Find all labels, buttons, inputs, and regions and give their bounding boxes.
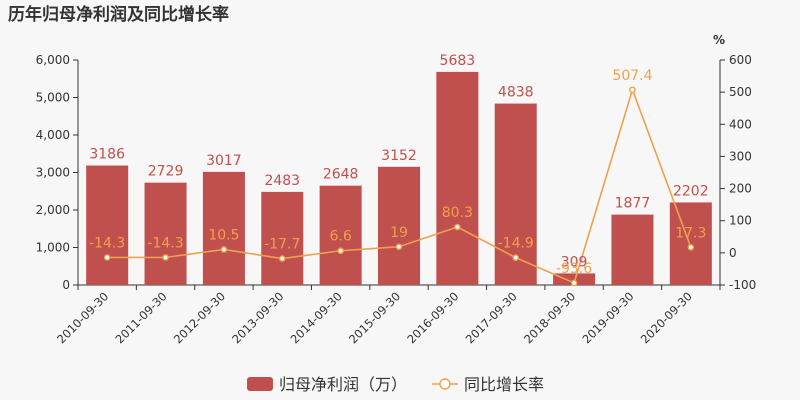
y-left-tick-label: 2,000 xyxy=(36,203,70,217)
line-value-label: 6.6 xyxy=(330,229,352,245)
growth-point xyxy=(395,243,403,251)
y-right-unit: % xyxy=(713,33,725,47)
line-value-label: -17.7 xyxy=(264,237,300,253)
y-right-tick-label: 500 xyxy=(729,85,752,99)
growth-point xyxy=(162,254,169,261)
y-left-tick-label: 0 xyxy=(62,278,70,292)
growth-point xyxy=(220,246,228,253)
line-value-label: -14.9 xyxy=(498,236,534,252)
line-value-label: 19 xyxy=(390,225,408,241)
line-value-label: -14.3 xyxy=(147,235,183,251)
growth-point xyxy=(570,279,578,287)
y-right-tick-label: 300 xyxy=(729,149,752,163)
bar xyxy=(436,71,479,285)
growth-point xyxy=(687,243,695,251)
bar xyxy=(86,165,129,285)
bar-value-label: 2483 xyxy=(264,173,300,189)
growth-point xyxy=(103,254,111,261)
x-tick-label: 2017-09-30 xyxy=(463,289,520,346)
y-right-tick-label: -100 xyxy=(729,278,756,292)
bar-value-label: 2729 xyxy=(148,164,184,180)
x-tick-label: 2015-09-30 xyxy=(346,289,403,346)
bar xyxy=(202,171,245,285)
line-value-label: 17.3 xyxy=(675,225,706,241)
growth-point xyxy=(512,254,520,261)
bar-value-label: 4838 xyxy=(498,85,534,101)
chart-title: 历年归母净利润及同比增长率 xyxy=(8,4,229,25)
y-right-tick-label: 0 xyxy=(729,246,737,260)
y-right-tick-label: 200 xyxy=(729,182,752,196)
y-left-tick-label: 3,000 xyxy=(36,166,70,180)
data-labels: 3186 2729 3017 2483 2648 3152 5683 4838 309 1877 2… xyxy=(89,53,709,277)
bar xyxy=(669,202,712,285)
x-tick-label: 2020-09-30 xyxy=(638,289,695,346)
x-tick-label: 2014-09-30 xyxy=(288,289,345,346)
bar xyxy=(377,166,421,285)
y-right-tick-label: 100 xyxy=(729,214,752,228)
bar-value-label: 1877 xyxy=(615,196,651,212)
bar xyxy=(611,214,654,285)
x-tick-label: 2019-09-30 xyxy=(579,289,636,346)
growth-point xyxy=(337,247,344,255)
x-tick-label: 2018-09-30 xyxy=(521,289,578,346)
legend-line-marker xyxy=(439,378,451,390)
bar-value-label: 2648 xyxy=(323,167,359,183)
bar xyxy=(553,273,596,285)
y-left-tick-label: 1,000 xyxy=(36,241,70,255)
bar-value-label: 3017 xyxy=(206,153,242,169)
bar xyxy=(319,185,362,285)
bar-value-label: 3152 xyxy=(381,148,417,164)
bar-value-label: 5683 xyxy=(440,53,476,69)
y-left-tick-label: 6,000 xyxy=(36,53,70,67)
y-left-tick-label: 4,000 xyxy=(36,128,70,142)
bar-value-label: 3186 xyxy=(89,147,125,163)
line-series xyxy=(103,86,695,287)
x-tick-label: 2011-09-30 xyxy=(113,289,170,346)
bar-value-label: 2202 xyxy=(673,183,709,199)
growth-point xyxy=(278,255,286,262)
growth-point xyxy=(629,86,636,94)
line-value-label: -93.6 xyxy=(556,261,592,277)
y-right-tick-label: 400 xyxy=(729,117,752,131)
x-tick-label: 2010-09-30 xyxy=(54,289,111,346)
legend-bar-swatch xyxy=(247,377,273,391)
legend-bar-label: 归母净利润（万） xyxy=(279,375,407,394)
legend-line-label: 同比增长率 xyxy=(464,375,544,394)
bar xyxy=(144,182,187,285)
legend[interactable]: 归母净利润（万） 同比增长率 xyxy=(247,375,544,394)
bar-value-label: 309 xyxy=(561,254,588,270)
line-value-label: 507.4 xyxy=(612,68,652,84)
x-tick-label: 2013-09-30 xyxy=(229,289,286,346)
x-tick-label: 2016-09-30 xyxy=(404,289,461,346)
y-right-tick-label: 600 xyxy=(729,53,752,67)
x-tick-label: 2012-09-30 xyxy=(171,289,228,346)
growth-point xyxy=(454,223,461,231)
line-value-label: -14.3 xyxy=(89,235,125,251)
line-value-label: 80.3 xyxy=(442,205,473,221)
bar xyxy=(261,191,304,285)
y-left-tick-label: 5,000 xyxy=(36,91,70,105)
line-value-label: 10.5 xyxy=(208,227,239,243)
